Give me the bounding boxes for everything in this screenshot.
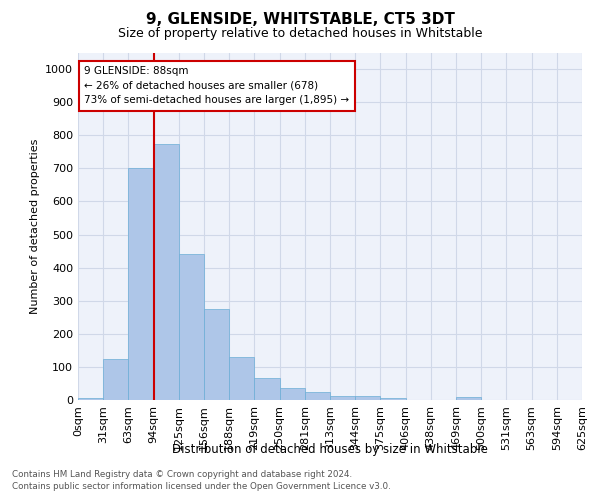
- Bar: [305, 392, 330, 400]
- Bar: [179, 254, 204, 400]
- Bar: [128, 168, 154, 400]
- Text: Size of property relative to detached houses in Whitstable: Size of property relative to detached ho…: [118, 28, 482, 40]
- Text: Contains public sector information licensed under the Open Government Licence v3: Contains public sector information licen…: [12, 482, 391, 491]
- Bar: [78, 398, 103, 400]
- Bar: [456, 398, 481, 400]
- Text: Distribution of detached houses by size in Whitstable: Distribution of detached houses by size …: [172, 442, 488, 456]
- Text: 9 GLENSIDE: 88sqm
← 26% of detached houses are smaller (678)
73% of semi-detache: 9 GLENSIDE: 88sqm ← 26% of detached hous…: [84, 66, 349, 106]
- Bar: [204, 309, 229, 400]
- Bar: [254, 378, 280, 400]
- Bar: [103, 358, 128, 400]
- Bar: [355, 396, 380, 400]
- Y-axis label: Number of detached properties: Number of detached properties: [29, 138, 40, 314]
- Text: 9, GLENSIDE, WHITSTABLE, CT5 3DT: 9, GLENSIDE, WHITSTABLE, CT5 3DT: [146, 12, 454, 28]
- Bar: [154, 144, 179, 400]
- Bar: [280, 388, 305, 400]
- Bar: [229, 357, 254, 400]
- Bar: [330, 396, 355, 400]
- Text: Contains HM Land Registry data © Crown copyright and database right 2024.: Contains HM Land Registry data © Crown c…: [12, 470, 352, 479]
- Bar: [380, 398, 406, 400]
